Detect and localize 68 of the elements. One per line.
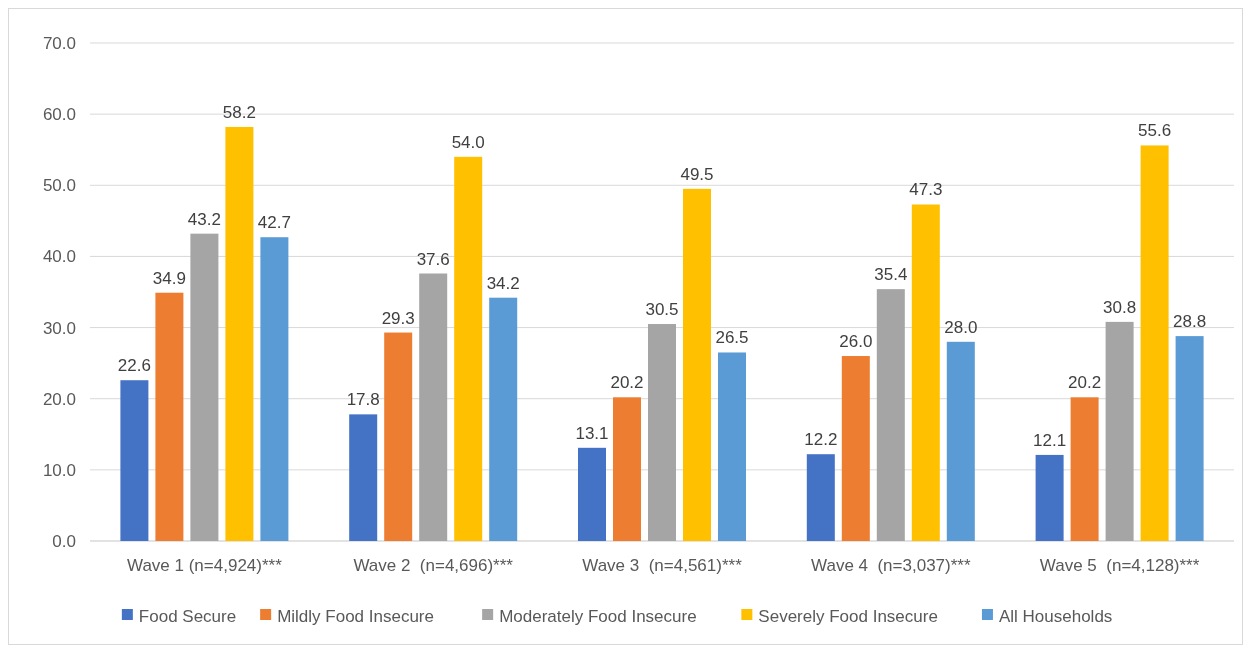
bar bbox=[1035, 454, 1064, 541]
bar bbox=[578, 447, 606, 541]
bar bbox=[613, 397, 641, 541]
bar bbox=[419, 273, 448, 541]
bar bbox=[155, 292, 184, 541]
x-tick-label: Wave 5 (n=4,128)*** bbox=[1039, 556, 1200, 575]
data-label: 55.6 bbox=[1138, 121, 1172, 141]
data-label: 29.3 bbox=[381, 308, 415, 328]
bar bbox=[454, 156, 483, 541]
data-label: 28.8 bbox=[1173, 312, 1207, 332]
bar bbox=[806, 454, 835, 541]
bar bbox=[648, 324, 676, 541]
data-label: 43.2 bbox=[187, 209, 221, 229]
bar bbox=[1140, 145, 1169, 541]
data-label: 17.8 bbox=[346, 390, 380, 410]
legend-label: Food Secure bbox=[138, 606, 237, 626]
x-tick-label: Wave 4 (n=3,037)*** bbox=[811, 556, 971, 575]
bar bbox=[384, 332, 413, 541]
bar bbox=[190, 233, 219, 541]
bar bbox=[683, 188, 711, 541]
bar bbox=[120, 380, 149, 541]
y-tick-label: 70.0 bbox=[42, 33, 76, 53]
data-label: 26.0 bbox=[839, 332, 873, 352]
legend-label: Moderately Food Insecure bbox=[499, 606, 697, 626]
bar bbox=[489, 297, 518, 541]
bar bbox=[841, 356, 870, 541]
legend-label: Mildly Food Insecure bbox=[277, 606, 434, 626]
x-tick-label: Wave 3 (n=4,561)*** bbox=[582, 556, 743, 575]
bar bbox=[1070, 397, 1099, 541]
data-label: 47.3 bbox=[909, 180, 943, 200]
x-tick-label: Wave 2 (n=4,696)*** bbox=[353, 556, 514, 575]
x-tick-label: Wave 1 (n=4,924)*** bbox=[126, 556, 283, 575]
data-label: 30.8 bbox=[1103, 297, 1137, 317]
bar bbox=[911, 204, 940, 541]
bar bbox=[260, 237, 289, 541]
y-tick-label: 0.0 bbox=[52, 531, 76, 551]
data-label: 12.1 bbox=[1033, 430, 1067, 450]
bar bbox=[876, 289, 905, 541]
data-label: 34.9 bbox=[152, 268, 186, 288]
y-tick-label: 60.0 bbox=[42, 105, 76, 125]
data-label: 35.4 bbox=[874, 265, 908, 285]
data-label: 28.0 bbox=[944, 317, 978, 337]
y-tick-label: 10.0 bbox=[42, 460, 76, 480]
data-label: 37.6 bbox=[416, 249, 450, 269]
bar bbox=[1105, 321, 1134, 541]
data-label: 49.5 bbox=[680, 164, 714, 184]
data-label: 13.1 bbox=[575, 423, 609, 443]
bar bbox=[349, 414, 378, 541]
bar bbox=[225, 126, 254, 541]
data-label: 42.7 bbox=[257, 213, 291, 233]
data-label: 22.6 bbox=[117, 356, 151, 376]
y-tick-label: 20.0 bbox=[42, 389, 76, 409]
data-label: 26.5 bbox=[715, 328, 749, 348]
y-tick-label: 40.0 bbox=[42, 247, 76, 267]
data-label: 30.5 bbox=[645, 300, 679, 320]
legend-label: All Households bbox=[998, 606, 1113, 626]
data-label: 54.0 bbox=[451, 132, 485, 152]
data-label: 20.2 bbox=[1068, 373, 1102, 393]
y-tick-label: 30.0 bbox=[42, 318, 76, 338]
data-label: 12.2 bbox=[804, 430, 838, 450]
bar bbox=[946, 341, 975, 541]
data-label: 34.2 bbox=[486, 273, 520, 293]
data-label: 20.2 bbox=[610, 373, 644, 393]
data-label: 58.2 bbox=[222, 102, 256, 122]
bar bbox=[718, 352, 746, 541]
legend-label: Severely Food Insecure bbox=[758, 606, 938, 626]
bar bbox=[1175, 336, 1204, 541]
y-tick-label: 50.0 bbox=[42, 176, 76, 196]
